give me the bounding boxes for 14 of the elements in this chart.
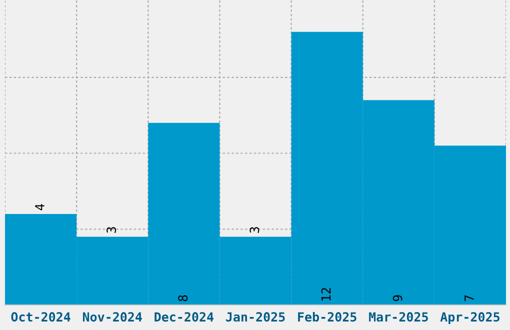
- x-tick-label: Jan-2025: [226, 312, 285, 322]
- data-label: 7: [464, 295, 474, 302]
- data-label: 9: [392, 295, 402, 302]
- x-tick-label: Dec-2024: [154, 312, 214, 322]
- data-label: 8: [178, 295, 188, 302]
- data-label: 3: [106, 227, 116, 233]
- x-tick-label: Feb-2025: [298, 312, 356, 322]
- x-tick-label: Oct-2024: [11, 312, 70, 322]
- x-tick-label: Nov-2024: [82, 312, 142, 322]
- data-label: 12: [321, 288, 331, 300]
- x-tick-label: Mar-2025: [369, 312, 428, 322]
- data-label: 4: [35, 204, 44, 210]
- x-tick-label: Apr-2025: [440, 312, 500, 324]
- data-label: 3: [250, 227, 260, 233]
